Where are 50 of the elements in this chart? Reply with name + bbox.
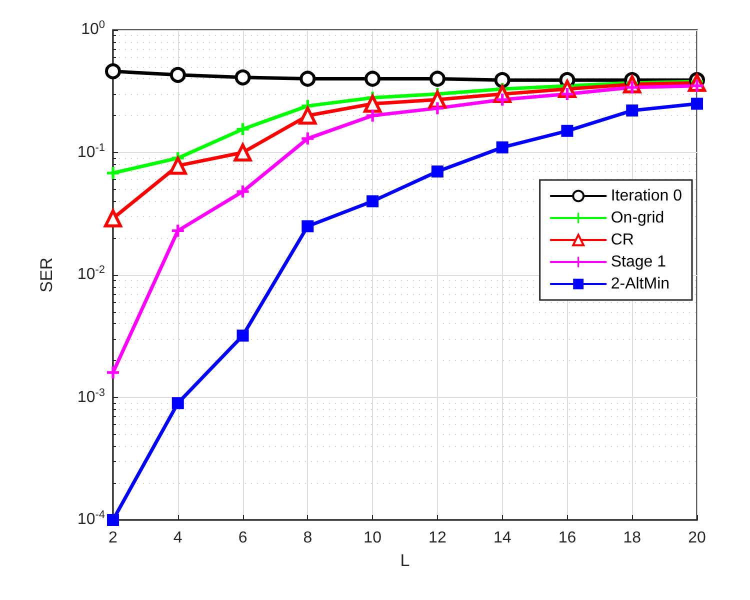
y-tick-label: 10$^{-3}$ bbox=[77, 386, 105, 408]
legend-label: Iteration 0 bbox=[610, 188, 682, 204]
y-tick-label: 10$^{-4}$ bbox=[77, 509, 105, 530]
point bbox=[429, 70, 446, 87]
x-tick-label: 16 bbox=[558, 530, 576, 546]
x-axis-title: L bbox=[400, 551, 410, 570]
y-axis-title: SER bbox=[37, 258, 56, 292]
point bbox=[107, 167, 119, 180]
point bbox=[561, 124, 574, 137]
point bbox=[364, 94, 382, 113]
x-tick-label: 14 bbox=[493, 530, 512, 546]
point bbox=[104, 209, 122, 228]
legend-label: Stage 1 bbox=[610, 254, 666, 270]
point bbox=[494, 72, 510, 88]
y-tick-label: 10$^{-1}$ bbox=[77, 142, 105, 162]
point bbox=[236, 330, 249, 342]
point bbox=[691, 98, 703, 110]
x-tick-label: 12 bbox=[428, 530, 446, 546]
y-tick-label: 10$^{0}$ bbox=[81, 19, 105, 40]
x-tick-label: 10 bbox=[364, 530, 382, 546]
y-tick-label: 10$^{-2}$ bbox=[77, 264, 105, 285]
point bbox=[366, 195, 379, 208]
point bbox=[626, 104, 638, 117]
point bbox=[107, 366, 119, 378]
point bbox=[431, 102, 444, 114]
x-tick-label: 20 bbox=[688, 530, 706, 546]
point bbox=[302, 220, 314, 232]
point bbox=[107, 514, 119, 526]
point bbox=[234, 69, 251, 86]
point bbox=[496, 141, 508, 154]
point bbox=[364, 70, 381, 87]
point bbox=[298, 106, 317, 125]
x-tick-label: 18 bbox=[623, 530, 642, 546]
x-tick-label: 6 bbox=[238, 530, 248, 546]
point bbox=[234, 144, 252, 162]
x-tick-label: 2 bbox=[108, 530, 118, 546]
legend-label: On-grid bbox=[610, 210, 664, 226]
x-tick-label: 4 bbox=[173, 530, 182, 546]
point bbox=[168, 156, 187, 175]
point bbox=[170, 66, 186, 83]
legend-label: 2-AltMin bbox=[610, 276, 670, 292]
point bbox=[236, 186, 249, 198]
point bbox=[105, 63, 121, 80]
point bbox=[300, 70, 316, 87]
point bbox=[302, 132, 314, 145]
point bbox=[172, 397, 184, 410]
point bbox=[431, 165, 444, 178]
legend-label: CR bbox=[610, 232, 634, 248]
point bbox=[366, 110, 379, 122]
x-tick-label: 8 bbox=[303, 530, 312, 546]
